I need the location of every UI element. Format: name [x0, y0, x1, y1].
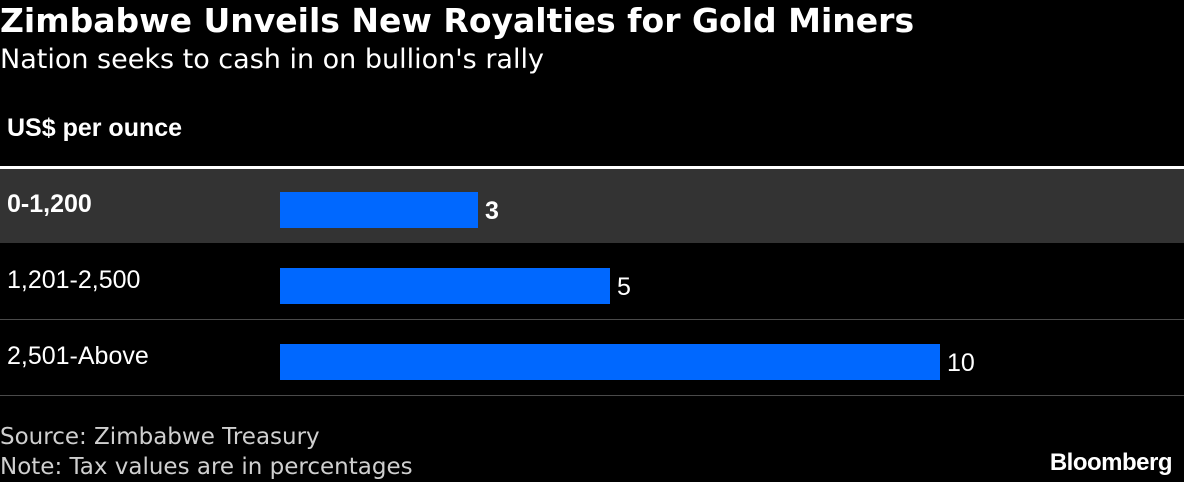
source-note: Source: Zimbabwe Treasury — [0, 424, 320, 450]
highlight-row-band — [0, 169, 1184, 243]
category-column-header: US$ per ounce — [7, 114, 183, 142]
row-divider — [0, 395, 1184, 396]
bar — [280, 268, 610, 304]
category-label: 1,201-2,500 — [7, 266, 140, 294]
value-label: 10 — [947, 349, 975, 377]
bloomberg-logo: Bloomberg — [1049, 449, 1173, 476]
chart-title: Zimbabwe Unveils New Royalties for Gold … — [0, 1, 915, 40]
tax-note: Note: Tax values are in percentages — [0, 454, 413, 480]
header-rule — [0, 166, 1184, 169]
chart-subtitle: Nation seeks to cash in on bullion's ral… — [0, 44, 544, 75]
category-label: 2,501-Above — [7, 342, 149, 370]
value-label: 3 — [485, 197, 499, 225]
row-divider — [0, 319, 1184, 320]
value-label: 5 — [617, 273, 631, 301]
bar — [280, 192, 478, 228]
category-label: 0-1,200 — [7, 190, 92, 218]
bar-chart: 0-1,200 3 1,201-2,500 5 2,501-Above 10 — [0, 169, 1184, 396]
bar — [280, 344, 940, 380]
